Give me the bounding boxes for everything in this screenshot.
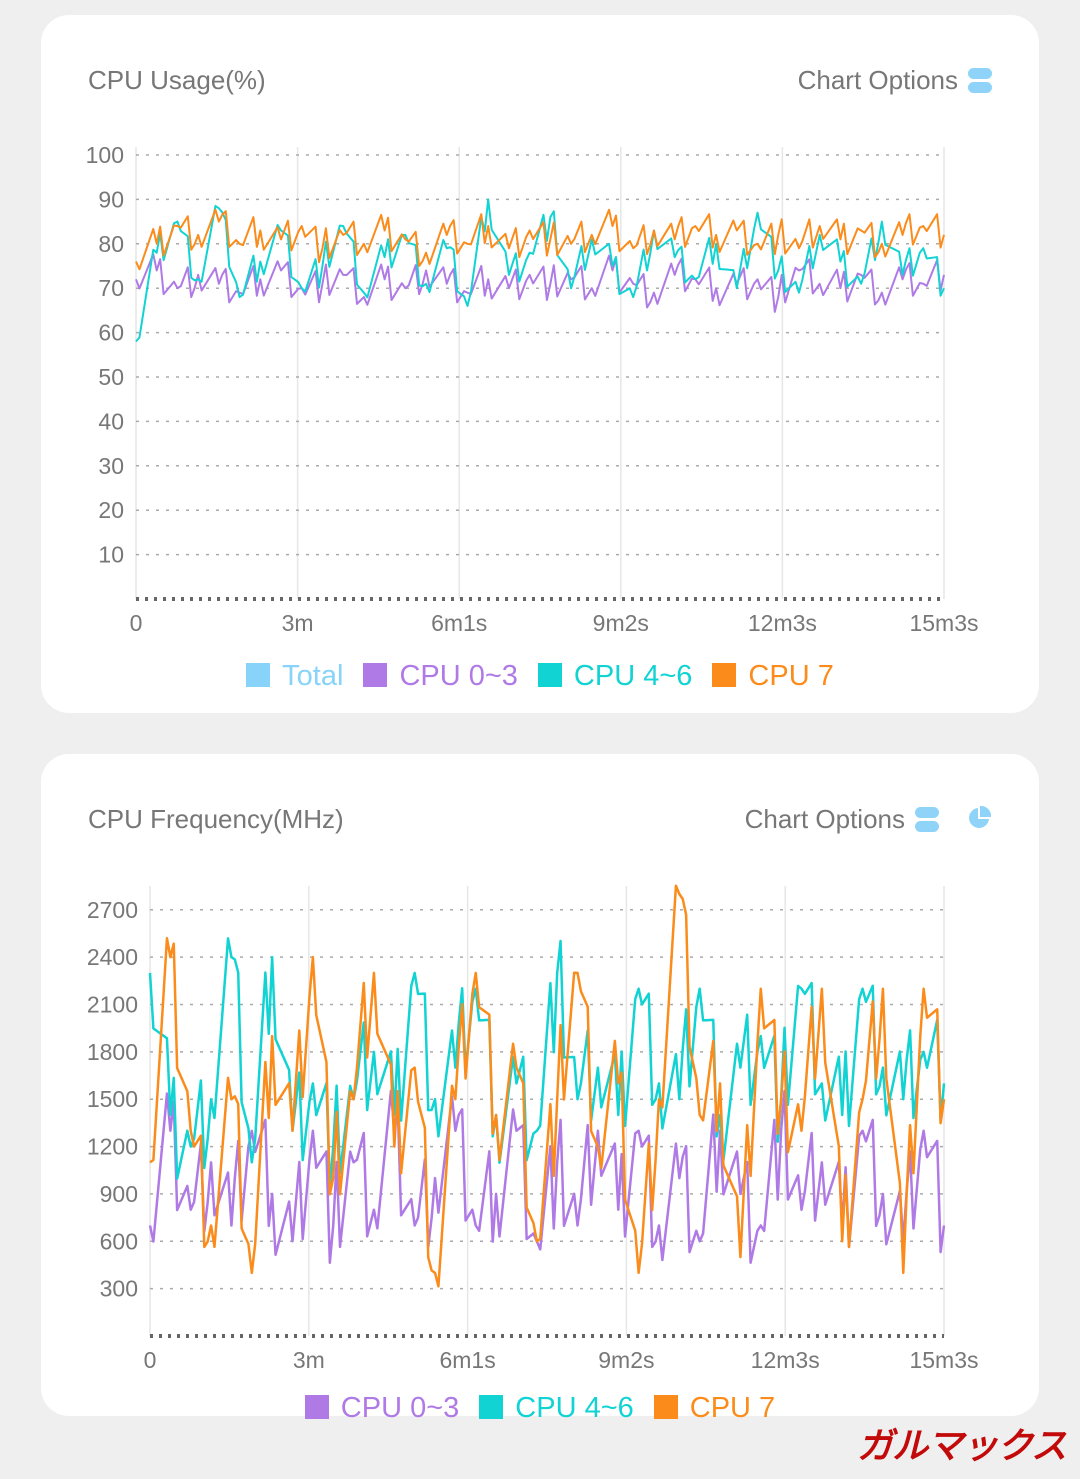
y-tick-label: 30 bbox=[98, 453, 124, 479]
legend-label: CPU 4~6 bbox=[515, 1392, 634, 1424]
x-tick-label: 12m3s bbox=[748, 610, 817, 636]
y-tick-label: 90 bbox=[98, 186, 124, 212]
x-tick-label: 15m3s bbox=[909, 1347, 978, 1373]
y-tick-label: 60 bbox=[98, 320, 124, 346]
series-line-cpu-7 bbox=[135, 208, 945, 271]
legend-swatch bbox=[712, 663, 737, 687]
legend-label: CPU 0~3 bbox=[399, 660, 518, 692]
y-tick-label: 600 bbox=[100, 1228, 138, 1254]
legend-label: CPU 0~3 bbox=[340, 1392, 460, 1424]
layers-icon bbox=[915, 807, 939, 832]
cpu-usage-plot: 0 3m 6m1s 9m2s 12m3s 15m3s 10 20 30 40 50 60 70 80 90 1… bbox=[86, 142, 979, 636]
legend: CPU 0~3 CPU 4~6 CPU 7 bbox=[41, 1392, 1039, 1425]
x-tick-label: 0 bbox=[144, 1347, 157, 1373]
series-line-cpu-4-6 bbox=[148, 937, 946, 1191]
y-tick-label: 900 bbox=[100, 1181, 138, 1207]
x-tick-label: 6m1s bbox=[439, 1347, 495, 1373]
legend-label: Total bbox=[282, 660, 344, 692]
x-tick-label: 9m2s bbox=[598, 1347, 654, 1373]
legend-item[interactable]: CPU 4~6 bbox=[537, 660, 693, 693]
legend-swatch bbox=[363, 663, 388, 687]
x-tick-label: 6m1s bbox=[431, 610, 487, 636]
legend-swatch bbox=[246, 663, 271, 687]
series-line-cpu-0-3 bbox=[148, 1089, 946, 1265]
x-tick-label: 9m2s bbox=[593, 610, 649, 636]
y-tick-label: 1200 bbox=[87, 1134, 138, 1160]
y-tick-label: 40 bbox=[98, 408, 124, 434]
cpu-usage-card: CPU Usage(%) Chart Options 0 3m 6m1s 9m2s 12… bbox=[41, 15, 1039, 713]
y-tick-label: 70 bbox=[98, 275, 124, 301]
y-tick-label: 1500 bbox=[87, 1086, 138, 1112]
legend-item[interactable]: Total bbox=[246, 660, 343, 693]
legend: Total CPU 0~3 CPU 4~6 CPU 7 bbox=[41, 660, 1039, 693]
y-tick-label: 100 bbox=[86, 142, 124, 168]
legend-swatch bbox=[653, 1395, 678, 1419]
watermark-logo: ガルマックス bbox=[857, 1425, 1067, 1466]
cpu-frequency-card: CPU Frequency(MHz) Chart Options 0 3m 6m1s… bbox=[41, 754, 1039, 1424]
series-line-cpu-7 bbox=[149, 884, 946, 1288]
legend-label: CPU 4~6 bbox=[573, 660, 693, 692]
legend-item[interactable]: CPU 0~3 bbox=[363, 660, 518, 693]
x-tick-label: 3m bbox=[293, 1347, 325, 1373]
chart-options-label: Chart Options bbox=[744, 804, 905, 834]
x-tick-label: 15m3s bbox=[909, 610, 978, 636]
legend-item[interactable]: CPU 7 bbox=[653, 1392, 776, 1425]
chart-title: CPU Usage(%) bbox=[88, 65, 266, 95]
cpu-frequency-plot: 0 3m 6m1s 9m2s 12m3s 15m3s 300 600 900 1200 1500 18… bbox=[87, 884, 979, 1373]
layers-icon bbox=[968, 68, 992, 93]
x-tick-label: 3m bbox=[282, 610, 314, 636]
x-tick-label: 0 bbox=[130, 610, 143, 636]
y-tick-label: 1800 bbox=[87, 1039, 138, 1065]
legend-item[interactable]: CPU 4~6 bbox=[479, 1392, 634, 1425]
chart-options-button[interactable]: Chart Options bbox=[745, 804, 939, 835]
pie-chart-icon[interactable] bbox=[967, 806, 991, 830]
legend-item[interactable]: CPU 7 bbox=[712, 660, 834, 693]
y-tick-label: 50 bbox=[98, 364, 124, 390]
y-tick-label: 2400 bbox=[87, 944, 138, 970]
chart-options-button[interactable]: Chart Options bbox=[798, 65, 992, 96]
series-line-cpu-0-3 bbox=[135, 253, 945, 313]
legend-item[interactable]: CPU 0~3 bbox=[304, 1392, 460, 1425]
chart-title: CPU Frequency(MHz) bbox=[88, 804, 344, 834]
x-tick-label: 12m3s bbox=[751, 1347, 820, 1373]
y-tick-label: 2100 bbox=[87, 992, 138, 1018]
legend-label: CPU 7 bbox=[689, 1392, 776, 1424]
legend-swatch bbox=[479, 1395, 504, 1419]
y-tick-label: 300 bbox=[100, 1276, 138, 1302]
legend-swatch bbox=[537, 663, 562, 687]
y-tick-label: 20 bbox=[98, 497, 124, 523]
y-tick-label: 10 bbox=[98, 542, 124, 568]
legend-label: CPU 7 bbox=[748, 660, 834, 692]
y-tick-label: 80 bbox=[98, 231, 124, 257]
chart-options-label: Chart Options bbox=[797, 65, 958, 95]
y-tick-label: 2700 bbox=[87, 897, 138, 923]
legend-swatch bbox=[304, 1395, 329, 1419]
